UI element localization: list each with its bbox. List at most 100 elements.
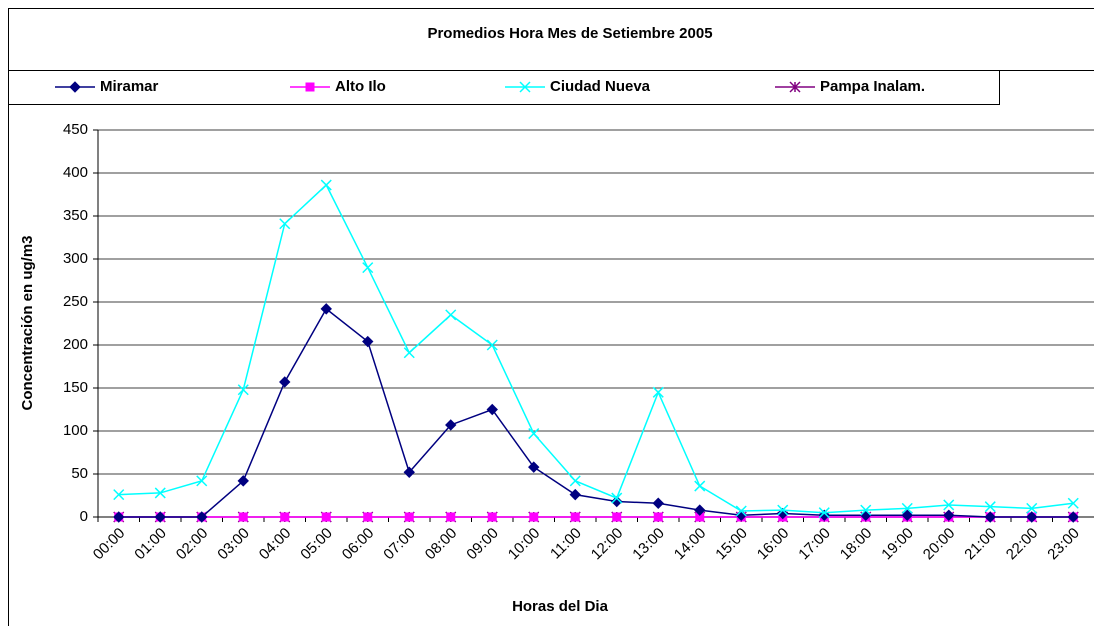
data-point (735, 505, 747, 517)
data-point (901, 502, 913, 514)
data-point (694, 504, 706, 516)
data-point (984, 511, 996, 523)
y-tick-label: 400 (63, 164, 88, 181)
y-tick-label: 350 (63, 207, 88, 224)
legend-label: Alto Ilo (335, 78, 386, 95)
y-tick-label: 0 (80, 508, 88, 525)
x-tick-label: 08:00 (422, 525, 461, 564)
x-tick-label: 11:00 (547, 525, 585, 563)
data-point (694, 480, 706, 492)
data-point (1026, 511, 1038, 523)
x-tick-label: 13:00 (629, 525, 668, 564)
x-tick-label: 09:00 (463, 525, 502, 564)
x-tick-label: 02:00 (173, 525, 212, 564)
data-point (612, 512, 622, 522)
x-tick-label: 05:00 (297, 525, 336, 564)
data-point (1067, 511, 1079, 523)
legend-marker (519, 81, 531, 93)
data-point (238, 512, 248, 522)
data-point (237, 475, 249, 487)
x-tick-label: 01:00 (131, 525, 170, 564)
data-point (445, 419, 457, 431)
x-tick-label: 06:00 (339, 525, 378, 564)
y-tick-label: 100 (63, 422, 88, 439)
data-point (279, 376, 291, 388)
data-point (818, 507, 830, 519)
data-point (1026, 502, 1038, 514)
data-point (280, 512, 290, 522)
data-point (611, 495, 623, 508)
data-point (362, 335, 374, 348)
data-point (403, 466, 415, 478)
data-point (446, 512, 456, 522)
x-tick-label: 23:00 (1044, 525, 1083, 564)
y-tick-label: 450 (63, 121, 88, 138)
series-line (118, 183, 1074, 514)
data-point (404, 512, 414, 522)
x-tick-label: 19:00 (878, 525, 917, 564)
data-point (943, 509, 955, 521)
data-point (611, 492, 623, 504)
data-point (486, 339, 498, 351)
data-point (113, 489, 125, 501)
x-tick-label: 07:00 (380, 525, 419, 564)
data-point (569, 475, 581, 487)
data-point (486, 403, 498, 416)
x-tick-label: 20:00 (920, 525, 959, 564)
y-tick-label: 250 (63, 293, 88, 310)
chart-frame (8, 8, 1094, 626)
data-point (984, 501, 996, 513)
data-point (653, 512, 663, 522)
x-tick-label: 00:00 (90, 525, 129, 564)
data-point (860, 504, 872, 516)
series-line (118, 307, 1074, 518)
data-point (237, 384, 249, 396)
x-tick-label: 10:00 (505, 525, 544, 564)
y-tick-label: 200 (63, 336, 88, 353)
data-point (487, 512, 497, 522)
data-point (320, 303, 332, 315)
legend-marker (789, 81, 801, 93)
data-point (403, 347, 415, 359)
data-point (652, 497, 664, 509)
data-point (777, 507, 789, 520)
data-point (529, 512, 539, 522)
data-point (279, 218, 291, 230)
data-point (363, 512, 373, 522)
data-point (321, 512, 331, 522)
y-axis-label: Concentración en ug/m3 (19, 235, 36, 410)
data-point (570, 512, 580, 522)
y-tick-label: 150 (63, 379, 88, 396)
data-point (943, 499, 955, 511)
data-point (569, 488, 581, 501)
data-point (196, 475, 208, 487)
data-point (777, 504, 789, 516)
x-tick-label: 17:00 (795, 525, 834, 564)
x-tick-label: 22:00 (1003, 525, 1042, 564)
x-tick-label: 03:00 (214, 525, 253, 564)
data-point (196, 511, 208, 523)
data-point (154, 487, 166, 499)
x-tick-label: 04:00 (256, 525, 295, 564)
data-point (652, 386, 664, 398)
data-point (528, 428, 540, 440)
y-tick-label: 300 (63, 250, 88, 267)
chart-title: Promedios Hora Mes de Setiembre 2005 (427, 25, 712, 42)
x-tick-label: 16:00 (754, 525, 793, 564)
legend-label: Ciudad Nueva (550, 78, 651, 95)
x-tick-label: 21:00 (961, 525, 1000, 564)
legend-label: Miramar (100, 78, 159, 95)
data-point (113, 511, 125, 523)
data-point (362, 262, 374, 274)
x-tick-label: 12:00 (588, 525, 627, 564)
data-point (901, 509, 913, 521)
y-tick-label: 50 (71, 465, 88, 482)
data-point (154, 511, 166, 523)
x-axis-label: Horas del Dia (512, 598, 609, 615)
data-point (528, 461, 540, 473)
data-point (1067, 497, 1079, 509)
x-tick-label: 18:00 (837, 525, 876, 564)
legend-marker (305, 82, 315, 92)
x-tick-label: 15:00 (712, 525, 751, 564)
